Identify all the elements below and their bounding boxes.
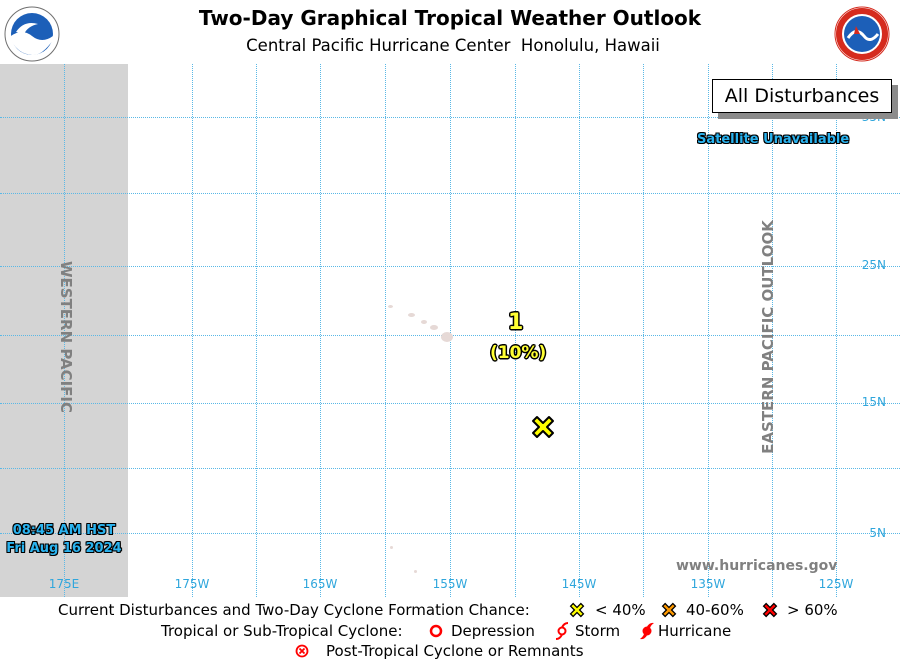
latitude-label-15n: 15N <box>861 395 886 409</box>
gridline-125w <box>836 64 837 597</box>
legend-post-tropical: Post-Tropical Cyclone or Remnants <box>326 642 584 660</box>
gridline-150w <box>515 64 516 597</box>
legend-row-post-tropical: Post-Tropical Cyclone or Remnants <box>0 642 900 662</box>
longitude-label-175e: 175E <box>48 577 80 591</box>
longitude-label-155w: 155W <box>432 577 468 591</box>
gridline-5n <box>0 533 900 534</box>
gridline-165w <box>320 64 321 597</box>
legend-chance-low: < 40% <box>595 601 646 619</box>
legend-depression: Depression <box>451 622 535 640</box>
timestamp-date: Fri Aug 16 2024 <box>6 541 122 556</box>
x-marker-mid-icon <box>661 602 677 618</box>
page-title: Two-Day Graphical Tropical Weather Outlo… <box>198 6 702 30</box>
hawaiian-island <box>408 313 415 317</box>
disturbance-x-marker-icon <box>532 416 554 438</box>
disturbance-number: 1 <box>508 310 524 335</box>
gridline-25n <box>0 266 900 267</box>
hawaiian-island <box>388 305 393 308</box>
gridline-175e <box>64 64 65 597</box>
all-disturbances-panel-title: All Disturbances <box>712 79 892 113</box>
legend-chance-mid: 40-60% <box>686 601 744 619</box>
hawaiian-island <box>414 570 417 573</box>
gridline-175w <box>192 64 193 597</box>
latitude-label-5n: 5N <box>869 526 886 540</box>
eastern-pacific-outlook-label: EASTERN PACIFIC OUTLOOK <box>759 220 777 454</box>
gridline-10n <box>0 468 900 469</box>
hurricane-symbol-icon <box>640 622 654 640</box>
legend-chance-high: > 60% <box>787 601 838 619</box>
hawaiian-island <box>430 325 438 330</box>
gridline-145w <box>579 64 580 597</box>
longitude-label-125w: 125W <box>818 577 854 591</box>
western-pacific-label: WESTERN PACIFIC <box>57 260 75 414</box>
gridline-160w <box>385 64 386 597</box>
latitude-label-35n: 35N <box>861 110 886 124</box>
legend-row-cyclones: Tropical or Sub-Tropical Cyclone: Depres… <box>0 622 900 642</box>
longitude-label-165w: 165W <box>302 577 338 591</box>
longitude-label-175w: 175W <box>174 577 210 591</box>
legend-disturbances-label: Current Disturbances and Two-Day Cyclone… <box>58 601 530 619</box>
legend-storm: Storm <box>575 622 621 640</box>
legend-cyclone-label: Tropical or Sub-Tropical Cyclone: <box>161 622 403 640</box>
hawaiian-island <box>421 320 427 324</box>
storm-symbol-icon <box>555 622 569 640</box>
nws-logo-icon <box>834 6 890 62</box>
depression-circle-icon <box>429 624 443 638</box>
gridline-155w <box>450 64 451 597</box>
gridline-130w <box>772 64 773 597</box>
page-subtitle: Central Pacific Hurricane Center Honolul… <box>246 36 660 55</box>
gridline-135w <box>708 64 709 597</box>
gridline-140w <box>643 64 644 597</box>
header: Two-Day Graphical Tropical Weather Outlo… <box>0 0 900 64</box>
longitude-label-135w: 135W <box>690 577 726 591</box>
disturbance-chance: (10%) <box>490 343 547 363</box>
hawaiian-island <box>390 546 393 549</box>
outlook-map: 35N 25N 15N 5N 175E 175W 165W 155W 145W … <box>0 64 900 597</box>
hawaiian-island <box>441 332 453 342</box>
x-marker-low-icon <box>569 602 585 618</box>
gridline-30n <box>0 193 900 194</box>
gridline-15n <box>0 403 900 404</box>
website-url: www.hurricanes.gov <box>676 558 838 574</box>
post-tropical-icon <box>295 644 309 658</box>
longitude-label-145w: 145W <box>561 577 597 591</box>
gridline-170w <box>256 64 257 597</box>
latitude-label-25n: 25N <box>861 258 886 272</box>
legend-hurricane: Hurricane <box>658 622 732 640</box>
x-marker-high-icon <box>762 602 778 618</box>
satellite-status: Satellite Unavailable <box>697 132 850 147</box>
legend-row-disturbances: Current Disturbances and Two-Day Cyclone… <box>0 601 900 621</box>
timestamp-time: 08:45 AM HST <box>12 523 116 538</box>
noaa-logo-icon <box>4 6 60 62</box>
gridline-35n <box>0 117 900 118</box>
